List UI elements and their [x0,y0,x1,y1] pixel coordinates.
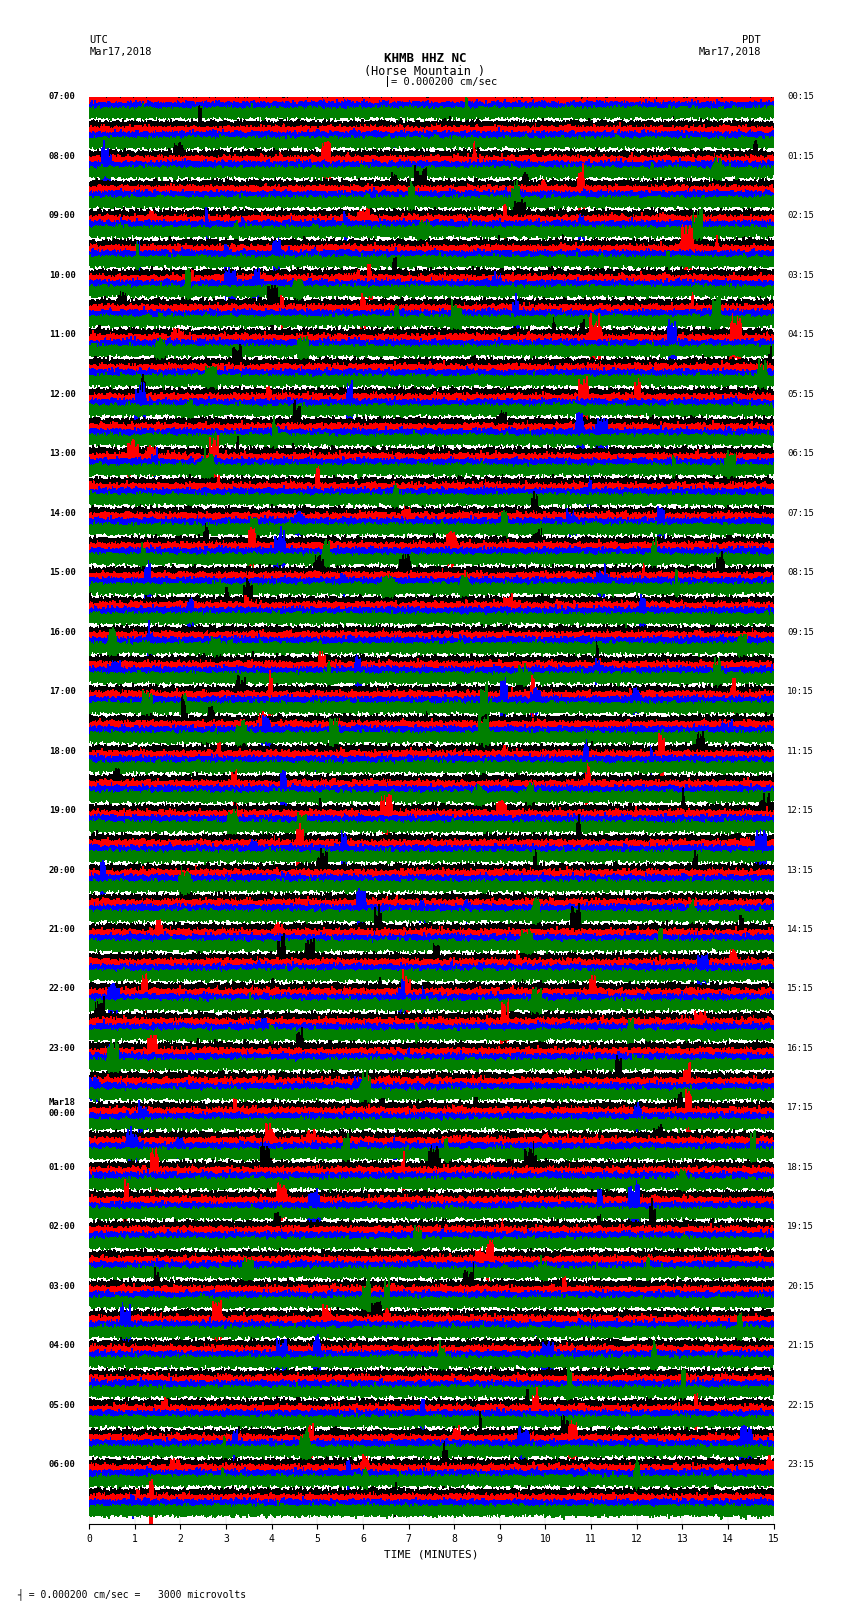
Text: 15:00: 15:00 [48,568,76,577]
Text: 05:15: 05:15 [787,390,814,398]
Text: 23:00: 23:00 [48,1044,76,1053]
Text: 02:15: 02:15 [787,211,814,221]
Text: 13:15: 13:15 [787,866,814,874]
Text: 16:15: 16:15 [787,1044,814,1053]
Text: 18:00: 18:00 [48,747,76,755]
Text: 09:00: 09:00 [48,211,76,221]
Text: ┤ = 0.000200 cm/sec =   3000 microvolts: ┤ = 0.000200 cm/sec = 3000 microvolts [17,1589,246,1600]
Text: 15:15: 15:15 [787,984,814,994]
Text: 19:15: 19:15 [787,1223,814,1231]
Text: 07:00: 07:00 [48,92,76,102]
Text: 02:00: 02:00 [48,1223,76,1231]
Text: 04:15: 04:15 [787,331,814,339]
Text: 21:00: 21:00 [48,924,76,934]
Text: 11:15: 11:15 [787,747,814,755]
Text: 20:15: 20:15 [787,1282,814,1290]
Text: 10:00: 10:00 [48,271,76,279]
Text: 03:00: 03:00 [48,1282,76,1290]
Text: 21:15: 21:15 [787,1342,814,1350]
Text: 17:15: 17:15 [787,1103,814,1113]
Text: 01:00: 01:00 [48,1163,76,1173]
Text: 22:15: 22:15 [787,1400,814,1410]
Text: Mar18
00:00: Mar18 00:00 [48,1098,76,1118]
Text: 11:00: 11:00 [48,331,76,339]
Text: 17:00: 17:00 [48,687,76,697]
Text: PDT: PDT [742,35,761,45]
Text: 03:15: 03:15 [787,271,814,279]
Text: 16:00: 16:00 [48,627,76,637]
Text: 06:15: 06:15 [787,448,814,458]
Text: KHMB HHZ NC: KHMB HHZ NC [383,52,467,65]
X-axis label: TIME (MINUTES): TIME (MINUTES) [384,1550,479,1560]
Text: 23:15: 23:15 [787,1460,814,1469]
Text: 01:15: 01:15 [787,152,814,161]
Text: 09:15: 09:15 [787,627,814,637]
Text: 12:15: 12:15 [787,806,814,815]
Text: 14:00: 14:00 [48,508,76,518]
Text: Mar17,2018: Mar17,2018 [698,47,761,56]
Text: 08:15: 08:15 [787,568,814,577]
Text: 00:15: 00:15 [787,92,814,102]
Text: = 0.000200 cm/sec: = 0.000200 cm/sec [391,77,497,87]
Text: 10:15: 10:15 [787,687,814,697]
Text: 05:00: 05:00 [48,1400,76,1410]
Text: Mar17,2018: Mar17,2018 [89,47,152,56]
Text: 20:00: 20:00 [48,866,76,874]
Text: 04:00: 04:00 [48,1342,76,1350]
Text: (Horse Mountain ): (Horse Mountain ) [365,65,485,77]
Text: 07:15: 07:15 [787,508,814,518]
Text: 12:00: 12:00 [48,390,76,398]
Text: 18:15: 18:15 [787,1163,814,1173]
Text: 13:00: 13:00 [48,448,76,458]
Text: 08:00: 08:00 [48,152,76,161]
Text: 14:15: 14:15 [787,924,814,934]
Text: 22:00: 22:00 [48,984,76,994]
Text: 06:00: 06:00 [48,1460,76,1469]
Text: UTC: UTC [89,35,108,45]
Text: 19:00: 19:00 [48,806,76,815]
